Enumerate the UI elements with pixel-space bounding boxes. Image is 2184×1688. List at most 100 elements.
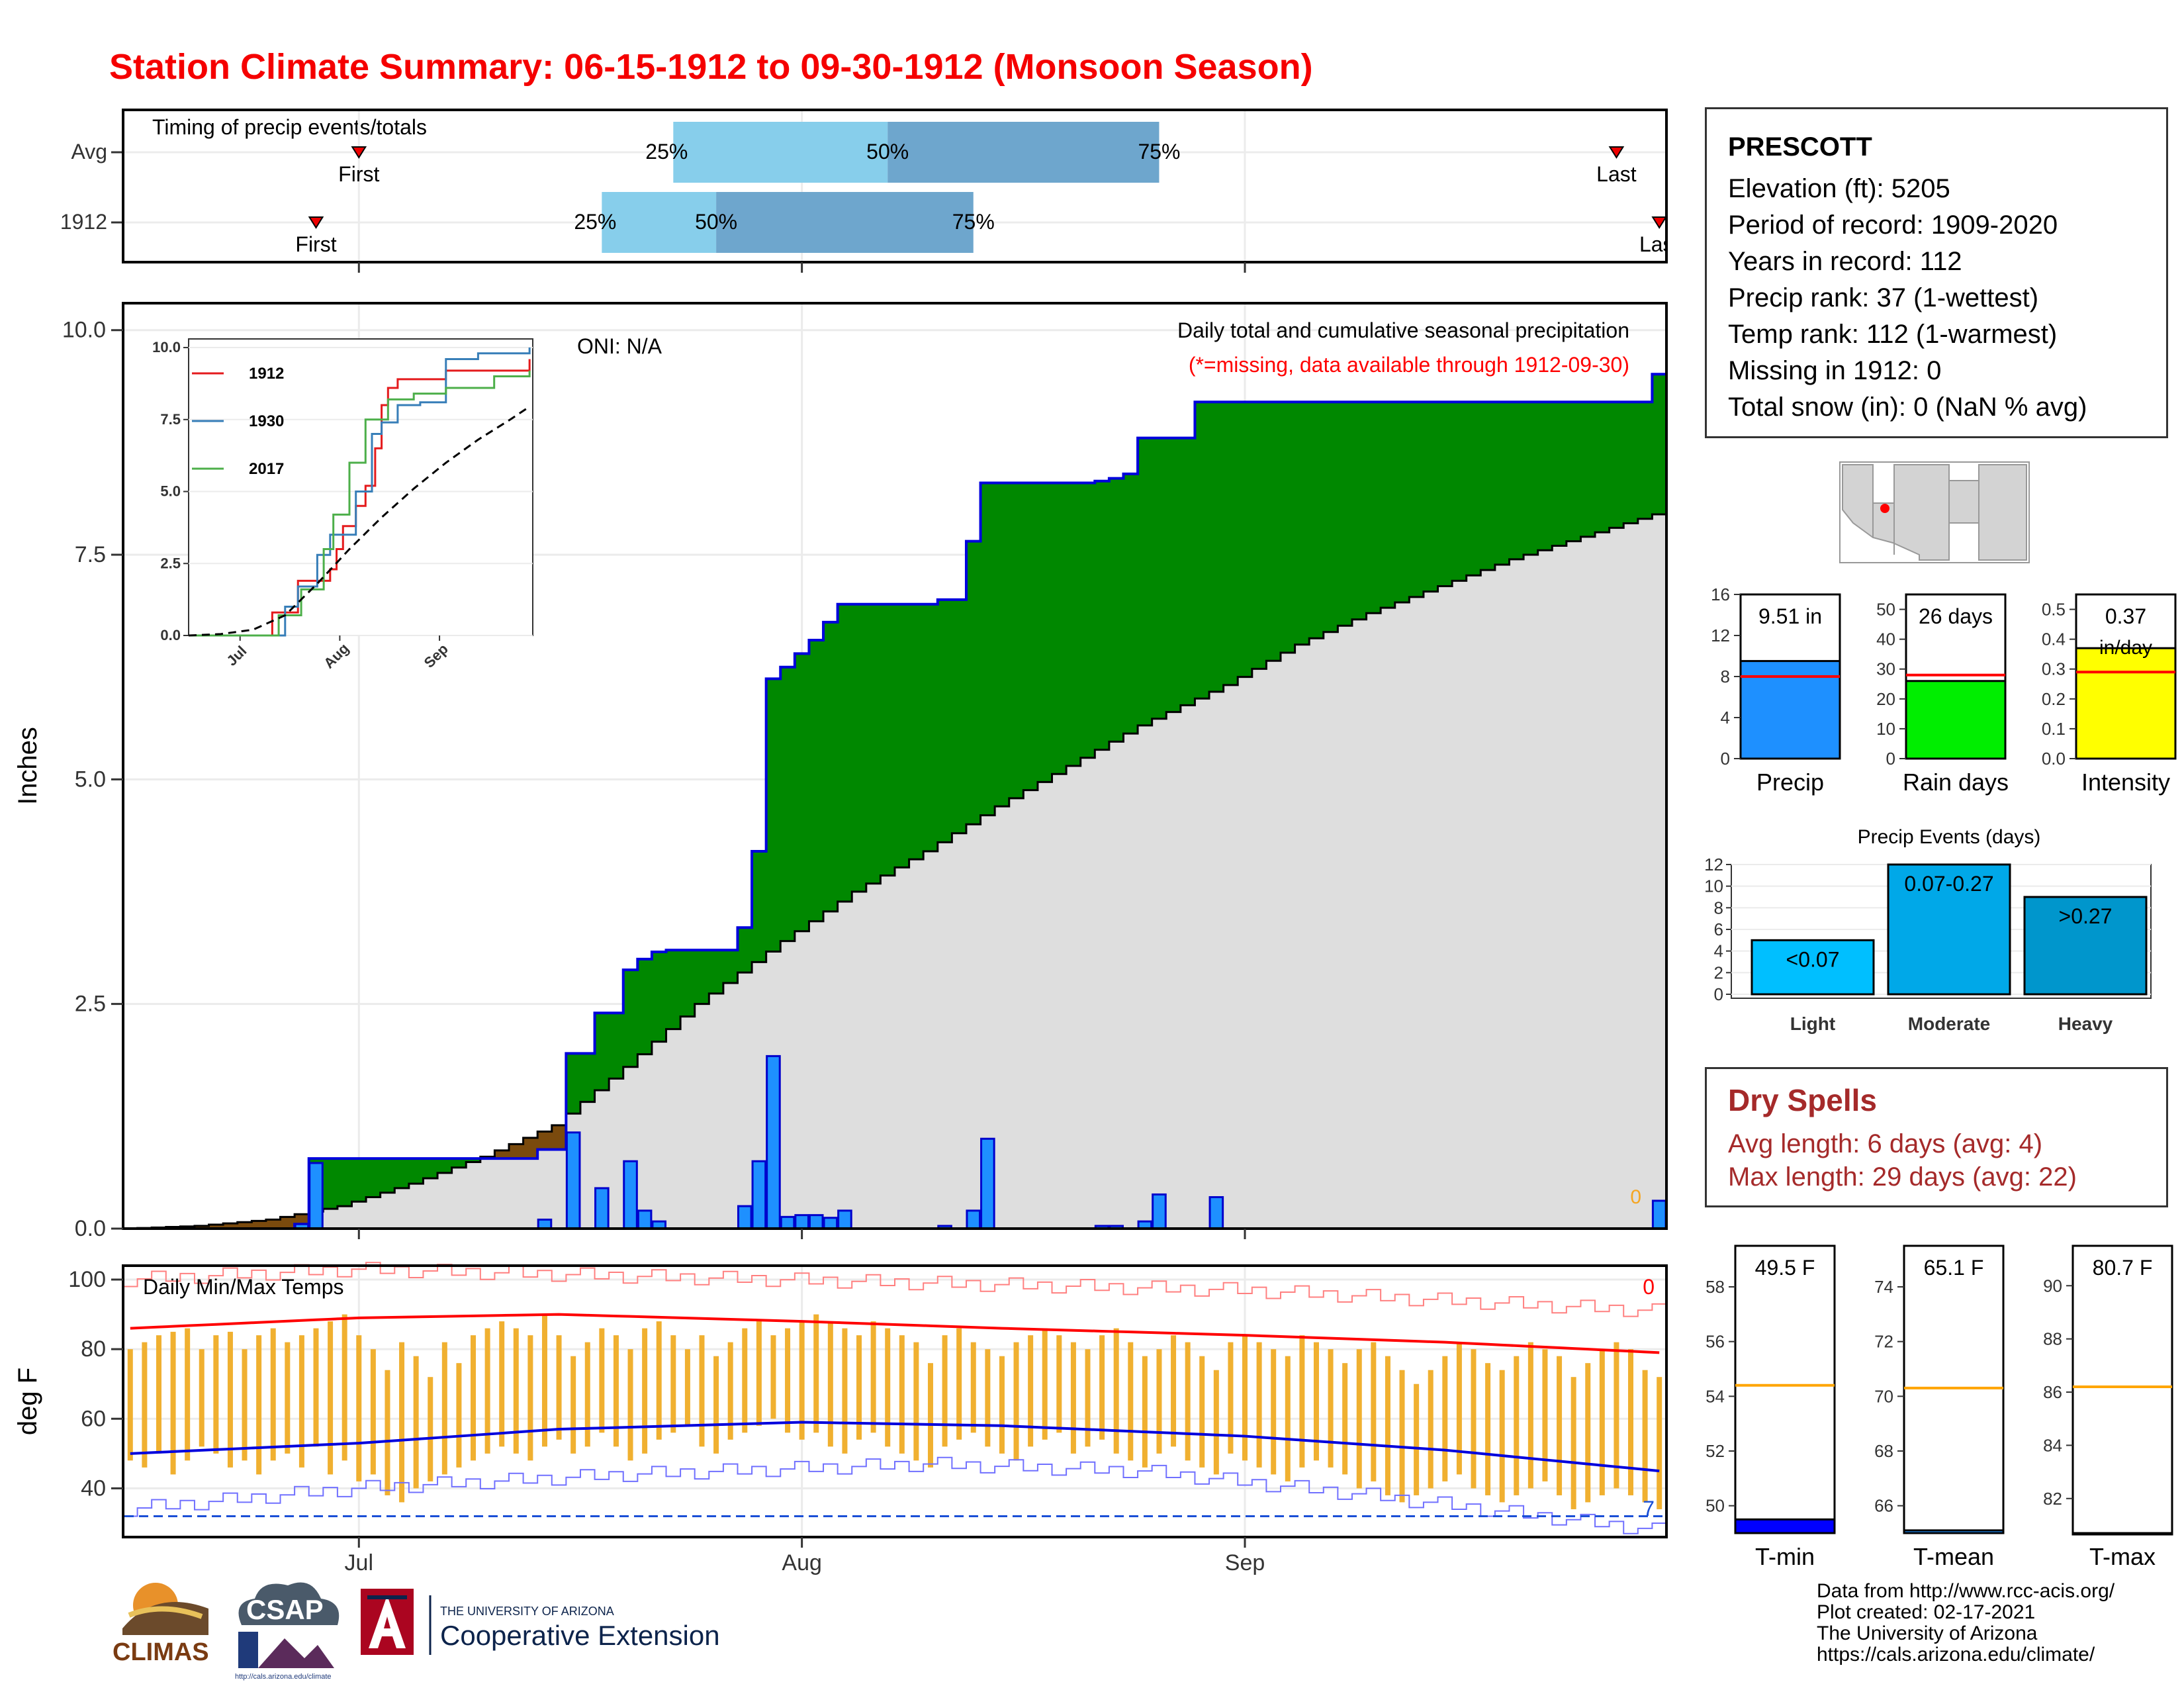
surplus-area: [823, 622, 839, 912]
daily-precip-bar: [1651, 1199, 1667, 1230]
daily-precip-bar: [1208, 1196, 1224, 1230]
deficit-area: [295, 1214, 310, 1225]
timing-panel: Timing of precip events/totals Avg 25% 50%…: [60, 106, 1700, 271]
daily-temp-bar: [1313, 1342, 1319, 1461]
station-name: PRESCOTT: [1728, 132, 1872, 162]
surplus-area: [1423, 402, 1439, 592]
logo-strip: CLIMAS CSAP http://cals.arizona.edu/clim…: [113, 1582, 720, 1681]
avg-cumulative-area: [1351, 619, 1367, 1229]
surplus-area: [1366, 402, 1381, 614]
daily-temp-bar: [513, 1328, 519, 1454]
daily-temp-bar: [999, 1356, 1005, 1454]
daily-temp-bar: [1514, 1356, 1520, 1495]
avg-cumulative-area: [809, 921, 824, 1229]
temp-missing-top: 0: [1643, 1275, 1655, 1299]
daily-precip-bar: [751, 1160, 767, 1230]
daily-temp-bar: [399, 1342, 405, 1503]
daily-temp-bar: [484, 1328, 490, 1454]
daily-temp-bar: [1485, 1363, 1491, 1495]
surplus-area: [1209, 402, 1224, 692]
surplus-area: [451, 1158, 467, 1168]
events-ytick-label: 2: [1714, 962, 1723, 982]
events-bar-label: >0.27: [2059, 904, 2113, 928]
timing-last-marker-icon: [1608, 146, 1625, 159]
daily-temp-bar: [756, 1321, 762, 1426]
inset-ytick-label: 10.0: [152, 339, 181, 355]
avg-cumulative-area: [580, 1102, 596, 1229]
daily-temp-bar: [527, 1335, 533, 1461]
avg-cumulative-area: [1251, 669, 1267, 1229]
daily-temp-bar: [1285, 1356, 1291, 1481]
temp-summary-ytick-label: 88: [2043, 1329, 2062, 1349]
avg-cumulative-area: [408, 1184, 424, 1229]
temp-summary-ytick-label: 74: [1874, 1277, 1893, 1297]
deficit-area: [265, 1219, 281, 1229]
surplus-area: [780, 667, 796, 941]
temp-summary-ytick-label: 70: [1874, 1386, 1893, 1406]
avg-cumulative-area: [494, 1158, 510, 1229]
station-period: Period of record: 1909-2020: [1728, 211, 2058, 240]
temp-summary-ytick-label: 58: [1706, 1277, 1725, 1297]
deficit-area: [537, 1131, 553, 1150]
daily-temp-bar: [570, 1356, 576, 1454]
avg-cumulative-area: [1580, 536, 1596, 1229]
surplus-area: [937, 599, 952, 843]
temp-panel-border: [122, 1264, 1668, 1538]
avg-cumulative-area: [1466, 575, 1481, 1229]
daily-temp-bar: [870, 1321, 876, 1433]
daily-temp-bar: [1185, 1342, 1191, 1461]
daily-temp-bar: [456, 1363, 462, 1468]
deficit-area: [494, 1150, 510, 1159]
daily-temp-bar: [970, 1342, 976, 1433]
deficit-area: [208, 1225, 224, 1229]
surplus-area: [952, 599, 967, 833]
climas-logo: CLIMAS: [113, 1583, 209, 1666]
daily-temp-bar: [584, 1342, 590, 1447]
avg-cumulative-area: [880, 875, 895, 1229]
surplus-area: [1123, 473, 1138, 734]
timing-last-marker-icon: [1651, 216, 1668, 229]
avg-cumulative-area: [952, 833, 967, 1229]
timing-first-marker-icon: [351, 146, 367, 159]
record-low-line: [123, 1456, 1666, 1534]
temp-title: Daily Min/Max Temps: [143, 1275, 343, 1299]
surplus-area: [594, 1013, 610, 1090]
daily-temp-bar: [1328, 1349, 1334, 1468]
daily-temp-bar: [1442, 1356, 1448, 1481]
daily-precip-bar: [980, 1137, 995, 1230]
avg-cumulative-area: [1609, 528, 1624, 1229]
avg-cumulative-area: [1409, 596, 1424, 1229]
precip-panel: 0.0 2.5 5.0 7.5 10.0 Inches ONI: N/A Daily t…: [13, 302, 1668, 1241]
average-high-line: [130, 1313, 1660, 1354]
station-precip-rank: Precip rank: 37 (1-wettest): [1728, 283, 2039, 312]
avg-cumulative-area: [637, 1054, 653, 1229]
precip-missing-note: (*=missing, data available through 1912-…: [1189, 353, 1629, 377]
map-borders: [1872, 481, 1979, 555]
timing-last-label: Last: [1596, 162, 1637, 186]
daily-temp-bar: [156, 1335, 161, 1454]
summary-bar-ytick-label: 16: [1711, 585, 1730, 604]
timing-q25-q50-box: [602, 192, 717, 253]
summary-bar-ytick-label: 0: [1886, 749, 1895, 769]
avg-cumulative-area: [351, 1201, 367, 1229]
avg-cumulative-area: [323, 1209, 338, 1229]
timing-first-label: First: [295, 232, 336, 256]
avg-cumulative-area: [666, 1029, 681, 1229]
temp-summary-ytick-label: 90: [2043, 1276, 2062, 1295]
daily-temp-bar: [627, 1349, 633, 1461]
daily-precip-bar: [794, 1214, 809, 1230]
surplus-area: [1037, 483, 1053, 782]
summary-bar-value-label: 26 days: [1919, 604, 1993, 628]
surplus-area: [1480, 402, 1496, 571]
timing-q50-q75-box: [887, 122, 1160, 183]
events-ytick-label: 12: [1704, 855, 1723, 874]
avg-cumulative-area: [1537, 550, 1553, 1229]
surplus-area: [852, 604, 867, 892]
station-elevation: Elevation (ft): 5205: [1728, 174, 1950, 203]
map-states: [1842, 464, 2027, 561]
daily-temp-bar: [1199, 1356, 1205, 1468]
avg-cumulative-area: [1138, 725, 1153, 1229]
surplus-area: [709, 950, 724, 994]
surplus-area: [880, 604, 895, 876]
surplus-area: [752, 851, 767, 962]
